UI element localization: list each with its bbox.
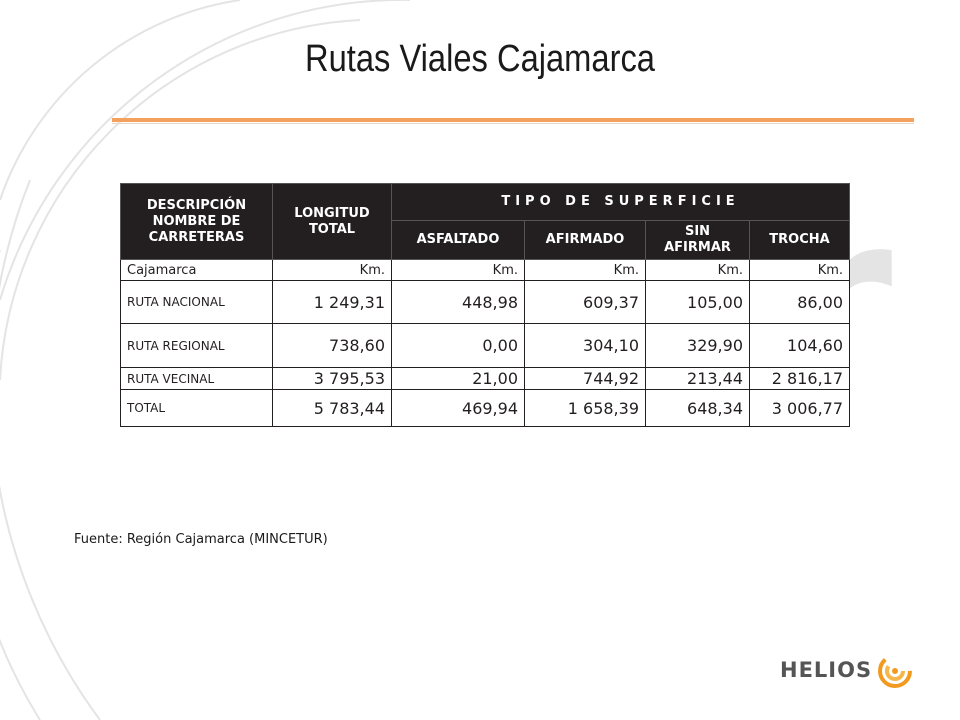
table-cell: 744,92 xyxy=(524,367,646,390)
table-cell: 0,00 xyxy=(391,323,525,368)
row-label: RUTA VECINAL xyxy=(120,367,273,390)
table-cell: 329,90 xyxy=(645,323,750,368)
table-cell: 738,60 xyxy=(272,323,392,368)
unit-row: Cajamarca Km. Km. Km. Km. Km. xyxy=(120,259,851,281)
header-surface-type: AFIRMADO xyxy=(524,220,646,260)
unit-cell: Km. xyxy=(524,259,646,281)
table-cell: 3 795,53 xyxy=(272,367,392,390)
logo-text: HELIOS xyxy=(780,658,873,682)
table-cell: 105,00 xyxy=(645,280,750,324)
header-description: DESCRIPCIÓN NOMBRE DE CARRETERAS xyxy=(120,183,273,260)
roads-table-panel: DESCRIPCIÓN NOMBRE DE CARRETERAS LONGITU… xyxy=(110,180,851,430)
table-cell: 21,00 xyxy=(391,367,525,390)
table-cell: 3 006,77 xyxy=(748,389,851,427)
unit-cell: Km. xyxy=(645,259,750,281)
table-cell: 469,94 xyxy=(391,389,525,427)
unit-cell: Km. xyxy=(272,259,392,281)
header-surface-type: TROCHA xyxy=(748,220,851,260)
table-cell: 448,98 xyxy=(391,280,525,324)
table-cell: 304,10 xyxy=(524,323,646,368)
unit-cell: Km. xyxy=(748,259,851,281)
table-cell: 5 783,44 xyxy=(272,389,392,427)
table-row: RUTA VECINAL 3 795,53 21,00 744,92 213,4… xyxy=(120,367,851,390)
table-cell: 2 816,17 xyxy=(748,367,851,390)
table-cell: 104,60 xyxy=(748,323,851,368)
swirl-logo-icon xyxy=(878,654,912,688)
page-title: Rutas Viales Cajamarca xyxy=(305,38,655,80)
header-length: LONGITUD TOTAL xyxy=(272,183,392,260)
row-label: TOTAL xyxy=(120,389,273,427)
table-cell: 1 249,31 xyxy=(272,280,392,324)
source-footnote: Fuente: Región Cajamarca (MINCETUR) xyxy=(74,532,328,547)
header-surface-group: TIPO DE SUPERFICIE xyxy=(390,183,851,221)
header-surface-type: ASFALTADO xyxy=(391,220,525,260)
table-row: RUTA REGIONAL 738,60 0,00 304,10 329,90 … xyxy=(120,323,851,368)
table-cell: 648,34 xyxy=(645,389,750,427)
table-cell: 86,00 xyxy=(748,280,851,324)
title-divider-shadow xyxy=(112,123,914,124)
row-label: RUTA REGIONAL xyxy=(120,323,273,368)
unit-cell: Km. xyxy=(391,259,525,281)
table-cell: 609,37 xyxy=(524,280,646,324)
table-cell: 213,44 xyxy=(645,367,750,390)
table-row: RUTA NACIONAL 1 249,31 448,98 609,37 105… xyxy=(120,280,851,324)
title-divider xyxy=(112,118,914,122)
roads-table: DESCRIPCIÓN NOMBRE DE CARRETERAS LONGITU… xyxy=(120,183,851,427)
header-surface-type: SIN AFIRMAR xyxy=(645,220,750,260)
unit-cell: Cajamarca xyxy=(120,259,273,281)
helios-logo: HELIOS xyxy=(770,644,918,698)
table-row-total: TOTAL 5 783,44 469,94 1 658,39 648,34 3 … xyxy=(120,389,851,427)
table-cell: 1 658,39 xyxy=(524,389,646,427)
row-label: RUTA NACIONAL xyxy=(120,280,273,324)
